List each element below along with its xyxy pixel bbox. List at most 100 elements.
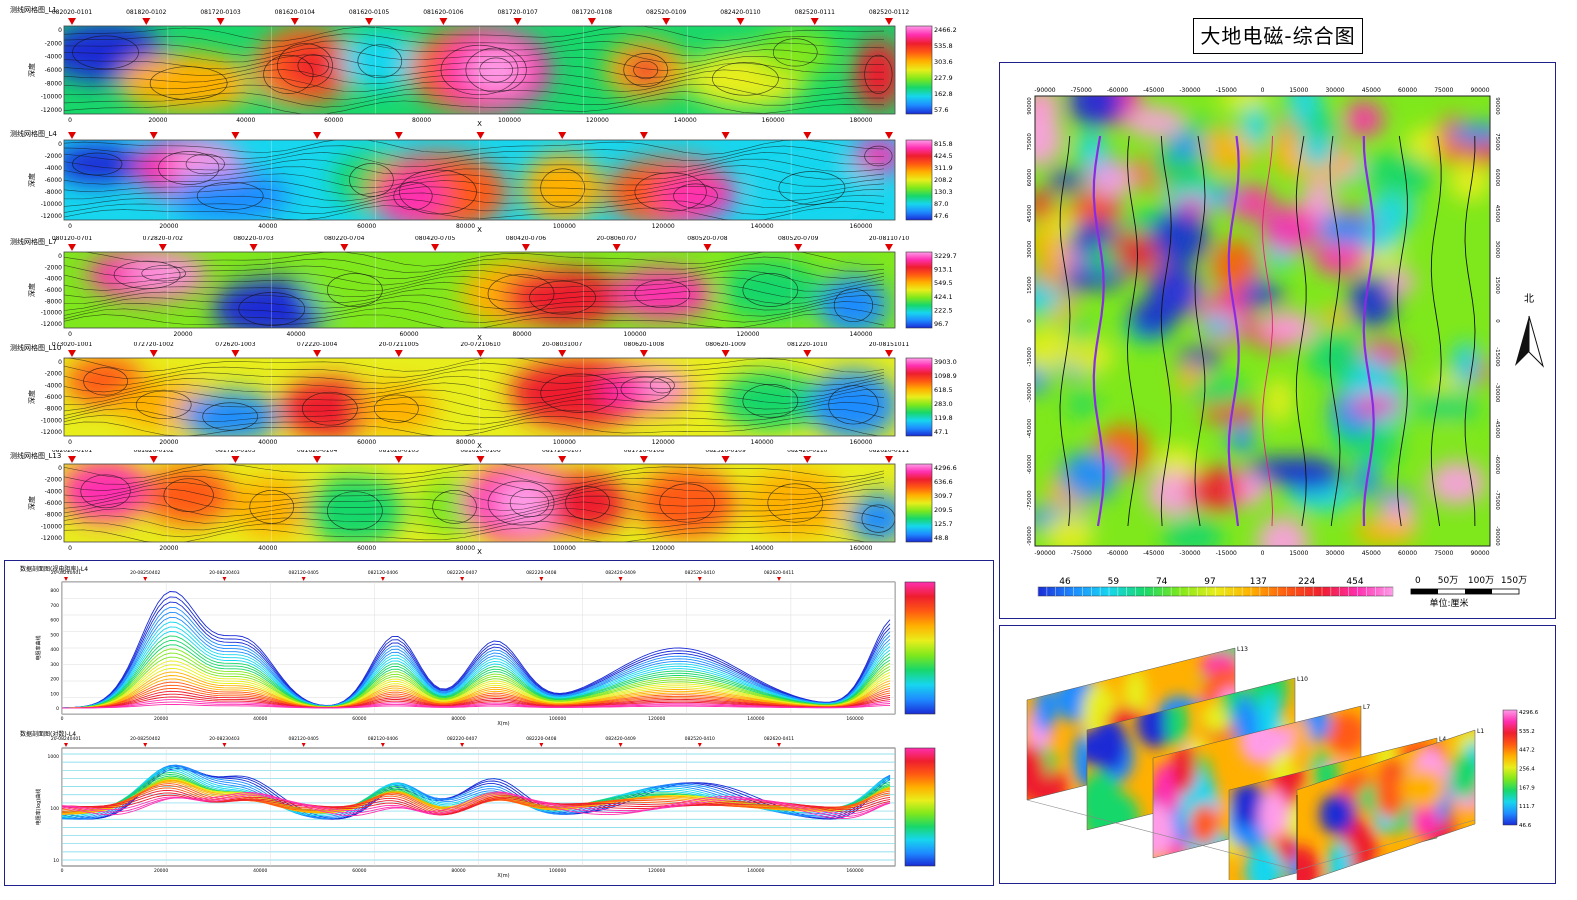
legend-value: 618.5 [934,386,953,394]
legend-value: 447.2 [1519,748,1535,754]
station-marker [158,244,167,251]
resistivity-curve [62,616,891,709]
x-tick-label: 60000 [1398,87,1417,94]
section-contour-fill [64,140,895,220]
y-tick-label: 0 [58,27,62,34]
x-axis-label: X [477,226,482,232]
station-label: 081720-0107 [542,450,583,454]
section-contour-fill [64,26,895,114]
station-marker [539,577,544,581]
station-label: 082020-0101 [52,9,93,16]
station-marker [68,350,76,357]
y-tick-label: 15000 [1027,276,1033,294]
x-tick-label: 160000 [850,439,873,446]
legend-value: 46.6 [1519,823,1532,829]
station-label: 081620-0104 [297,450,338,454]
x-tick-label: 0 [68,117,72,124]
station-marker [64,577,68,581]
x-tick-label: 80000 [412,117,431,124]
station-label: 20-08031007 [542,342,583,348]
y-tick-label: -2000 [45,153,63,160]
x-tick-label: 120000 [652,223,675,230]
legend-value: 309.7 [934,492,953,500]
station-label: 082120-0405 [289,570,319,576]
resistivity-curve [62,687,891,709]
station-marker [380,577,385,581]
station-marker [539,743,544,747]
y-tick-label: 75000 [1027,133,1033,151]
x-tick-label: 60000 [352,868,366,874]
station-label: 082220-0408 [624,128,665,130]
station-label: 073020-1001 [52,342,93,348]
station-label: 080220-0704 [324,236,365,242]
station-label: 080420-0706 [506,236,547,242]
station-marker [460,577,465,581]
x-tick-label: -45000 [1143,550,1164,557]
x-tick-label: 140000 [674,117,697,124]
x-tick-label: 0 [1261,550,1265,557]
y-tick-label: -2000 [45,264,63,271]
x-tick-label: 80000 [456,545,475,552]
y-tick-label: -2000 [45,477,63,484]
legend-value: 424.5 [934,152,953,160]
x-tick-label: -75000 [1071,87,1092,94]
station-label: 080120-0701 [52,236,93,242]
y-tick-label: 100 [50,806,59,812]
station-marker [803,456,812,463]
x-tick-label: 90000 [1470,550,1489,557]
plan-map: -90000 -90000 -75000 -75000 -60000 -60000 -450… [1005,80,1550,610]
x-tick-label: 140000 [751,223,774,230]
y-tick-label: -8000 [45,406,63,413]
y-tick-label: -15000 [1494,347,1500,367]
station-label: 072220-1004 [297,342,338,348]
station-marker [301,577,306,581]
station-marker [142,18,151,25]
y-tick-label: -75000 [1027,490,1033,510]
section-ylabel: 深度 [27,283,36,297]
station-label: 082220-0408 [526,570,556,576]
resistivity-curve [62,621,891,709]
colorbar-label: 74 [1156,577,1168,587]
station-marker [222,577,227,581]
x-tick-label: 20000 [154,868,168,874]
station-marker [697,743,702,747]
y-tick-label: 30000 [1027,240,1033,258]
colorbar-label: 97 [1204,577,1215,587]
x-tick-label: 20000 [159,223,178,230]
resistivity-curve [62,591,891,709]
section-legend-bar [905,25,933,115]
resistivity-curve [62,644,891,709]
legend-value: 303.6 [934,58,953,66]
station-marker [885,244,893,251]
x-tick-label: -15000 [1216,87,1237,94]
y-tick-label: 45000 [1027,204,1033,222]
y-tick-label: -75000 [1494,490,1500,510]
station-label: 20-08250402 [130,736,160,742]
x-tick-label: 60000 [357,439,376,446]
station-marker [810,18,819,25]
legend-value: 96.7 [934,320,948,328]
x-tick-label: 80000 [456,439,475,446]
colorbar-label: 137 [1250,577,1267,587]
station-marker [340,244,349,251]
resistivity-curve [62,684,891,709]
station-label: 080620-1009 [705,342,746,348]
y-tick-label: 800 [50,588,59,594]
x-tick-label: -30000 [1179,87,1200,94]
legend-value: 111.7 [1519,804,1535,810]
x-tick-label: 100000 [624,331,647,338]
station-marker [697,577,702,581]
y-tick-label: -60000 [1494,455,1500,475]
station-marker [521,244,530,251]
x-tick-label: 15000 [1289,87,1308,94]
station-marker [803,350,812,357]
y-tick-label: 0 [58,253,62,260]
legend-value: 47.6 [934,212,948,220]
y-tick-label: -8000 [45,298,63,305]
x-tick-label: 60000 [1398,550,1417,557]
x-tick-label: 40000 [236,117,255,124]
survey-line [1092,135,1105,527]
station-marker [558,456,567,463]
y-tick-label: -30000 [1494,383,1500,403]
